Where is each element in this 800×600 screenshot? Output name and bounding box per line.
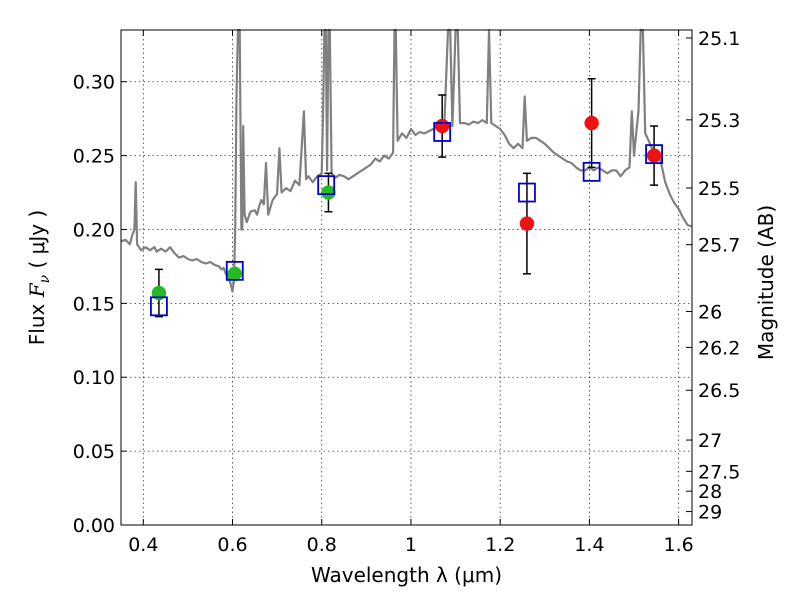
x-tick-label: 1.6: [664, 534, 694, 556]
x-tick-label: 1.4: [574, 534, 604, 556]
model-spectrum: [120, 28, 693, 293]
square-markers: [150, 122, 663, 317]
data-point-circle: [434, 118, 450, 134]
data-point-circle: [321, 185, 336, 200]
data-point-square: [225, 260, 244, 281]
y-axis-label-subscript: ν: [37, 274, 53, 283]
y-axis-label-symbol: F: [25, 282, 49, 298]
y2-tick-label: 29: [698, 502, 722, 524]
y2-tick-label: 25.7: [698, 235, 740, 257]
y-tick-label: 0.00: [73, 515, 115, 537]
data-point-square: [150, 296, 168, 317]
y-axis-label-unit: ( μJy ): [25, 210, 49, 275]
data-point-circle: [227, 266, 243, 282]
x-tick-label: 1: [405, 534, 417, 556]
data-point-circle: [584, 115, 599, 131]
axis-ticks: 0.4 0.6 0.8 1 1.2 1.4 1.6 0.00 0.05 0.10 0.15 0.20 0…: [73, 28, 741, 556]
y-tick-label: 0.30: [73, 72, 115, 94]
y2-axis-label: Magnitude (AB): [754, 205, 778, 360]
data-point-square: [317, 175, 336, 196]
circle-markers: [151, 115, 662, 301]
y2-tick-label: 27.5: [698, 461, 740, 483]
x-tick-label: 1.2: [485, 534, 515, 556]
data-point-square: [645, 144, 663, 165]
y-axis-label: Flux Fν ( μJy ): [25, 210, 53, 345]
data-point-circle: [519, 216, 535, 231]
x-tick-label: 0.6: [217, 534, 247, 556]
y2-tick-label: 26.5: [698, 380, 740, 402]
model-spectrum-line: [120, 28, 693, 293]
y-tick-label: 0.15: [73, 293, 115, 315]
grid: [121, 30, 692, 526]
y2-tick-label: 25.5: [698, 178, 740, 200]
data-points: [150, 78, 663, 318]
data-point-square: [433, 122, 452, 142]
y2-tick-label: 28: [698, 481, 722, 503]
plot-frame: [120, 29, 693, 526]
data-point-square: [582, 161, 601, 182]
y2-tick-label: 26: [698, 301, 722, 323]
x-tick-label: 0.8: [307, 534, 337, 556]
x-tick-label: 0.4: [128, 534, 158, 556]
x-axis-label: Wavelength λ (μm): [311, 563, 502, 587]
y2-tick-label: 25.1: [698, 28, 740, 50]
y-tick-label: 0.25: [73, 146, 115, 168]
y2-tick-label: 27: [698, 430, 722, 452]
data-point-square: [518, 182, 536, 203]
y-tick-label: 0.20: [73, 219, 115, 241]
y2-tick-label: 25.3: [698, 110, 740, 132]
y-tick-label: 0.05: [73, 441, 115, 463]
y2-tick-label: 26.2: [698, 337, 740, 359]
data-point-circle: [646, 148, 662, 163]
y-tick-label: 0.10: [73, 367, 115, 389]
y-axis-label-prefix: Flux: [25, 297, 49, 345]
